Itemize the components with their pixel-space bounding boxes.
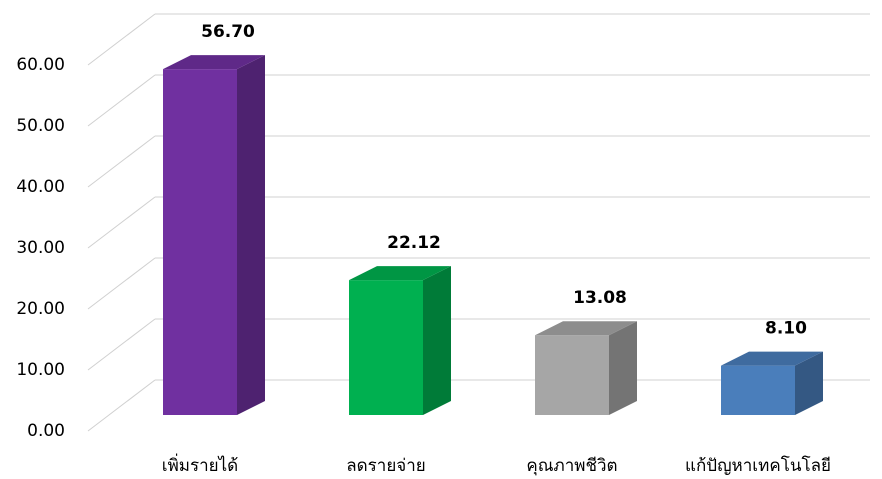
- grid-line: [88, 197, 155, 248]
- bar: [349, 266, 451, 415]
- bar-side: [423, 266, 451, 415]
- chart: 0.00 10.00 20.00 30.00 40.00 50.00 60.00 56.70 เ…: [0, 0, 882, 479]
- value-label: 13.08: [573, 288, 627, 308]
- grid-line: [88, 75, 155, 126]
- grid-line: [88, 319, 155, 370]
- bar: [535, 321, 637, 415]
- y-tick-label: 40.00: [16, 177, 65, 197]
- bar: [721, 352, 823, 415]
- bar-front: [535, 335, 609, 415]
- y-tick-label: 10.00: [16, 360, 65, 380]
- grid-line: [88, 380, 155, 431]
- y-tick-label: 0.00: [27, 421, 65, 441]
- grid-line: [88, 136, 155, 187]
- value-label: 56.70: [201, 22, 255, 42]
- value-label: 8.10: [765, 319, 807, 339]
- x-tick-label: ลดรายจ่าย: [346, 456, 426, 476]
- y-tick-label: 30.00: [16, 238, 65, 258]
- y-tick-label: 50.00: [16, 116, 65, 136]
- bar-side: [609, 321, 637, 415]
- bar-front: [163, 69, 237, 415]
- bar-front: [349, 280, 423, 415]
- x-tick-label: เพิ่มรายได้: [162, 453, 238, 476]
- x-tick-label: คุณภาพชีวิต: [526, 456, 617, 476]
- bar-side: [237, 55, 265, 415]
- bar-front: [721, 366, 795, 415]
- y-tick-label: 60.00: [16, 55, 65, 75]
- grid-line: [88, 258, 155, 309]
- y-tick-label: 20.00: [16, 299, 65, 319]
- grid-line: [88, 14, 155, 65]
- bar: [163, 55, 265, 415]
- x-tick-label: แก้ปัญหาเทคโนโลยี: [685, 455, 831, 476]
- value-label: 22.12: [387, 233, 441, 253]
